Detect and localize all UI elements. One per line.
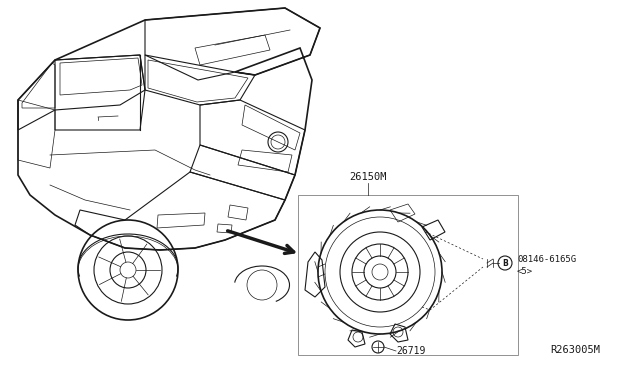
Text: 08146-6165G: 08146-6165G bbox=[517, 256, 576, 264]
Text: B: B bbox=[502, 259, 508, 267]
Text: 26719: 26719 bbox=[396, 346, 426, 356]
Text: R263005M: R263005M bbox=[550, 345, 600, 355]
Text: <5>: <5> bbox=[517, 266, 533, 276]
Text: 26150M: 26150M bbox=[349, 172, 387, 182]
